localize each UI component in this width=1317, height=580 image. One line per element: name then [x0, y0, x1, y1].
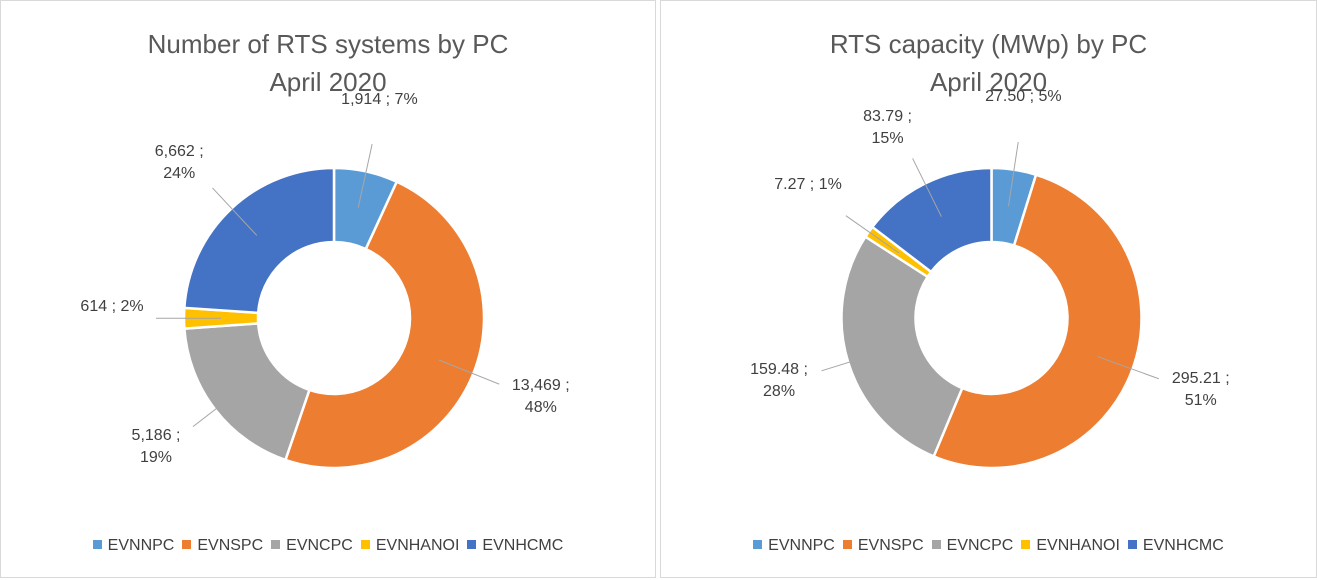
legend-label: EVNHCMC	[482, 537, 564, 554]
leader-line	[192, 386, 245, 427]
data-label: 83.79 ; 15%	[863, 107, 912, 147]
chart-subtitle: April 2020	[269, 67, 387, 97]
chart-title: RTS capacity (MWp) by PC	[829, 29, 1148, 59]
legend: EVNNPC EVNSPC EVNCPC EVNHANOI EVNHCMC	[661, 537, 1316, 555]
legend-item: EVNHANOI	[1021, 537, 1120, 555]
legend-swatch	[753, 540, 763, 549]
data-label: 27.50 ; 5%	[985, 88, 1062, 106]
data-label: 13,469 ; 48%	[511, 376, 570, 416]
legend: EVNNPC EVNSPC EVNCPC EVNHANOI EVNHCMC	[1, 537, 655, 555]
leader-line	[357, 144, 373, 208]
legend-item: EVNCPC	[931, 537, 1014, 555]
legend-swatch	[842, 540, 852, 549]
leader-line	[912, 158, 942, 217]
legend-label: EVNHANOI	[375, 537, 460, 554]
data-label: 614 ; 2%	[80, 298, 144, 316]
legend-item: EVNSPC	[842, 537, 924, 555]
donut-slice	[870, 166, 993, 274]
legend-item: EVNHCMC	[467, 537, 563, 555]
legend-swatch	[931, 540, 941, 549]
legend-item: EVNNPC	[92, 537, 175, 555]
leader-line	[1007, 141, 1019, 207]
leader-line	[821, 351, 884, 372]
leader-line	[438, 359, 500, 385]
legend-swatch	[1127, 540, 1137, 549]
leader-line	[845, 215, 900, 254]
leader-line	[1097, 356, 1159, 380]
donut-slice	[932, 173, 1143, 470]
legend-item: EVNHCMC	[1127, 537, 1224, 555]
legend-item: EVNSPC	[182, 537, 263, 555]
legend-item: EVNCPC	[271, 537, 353, 555]
donut-chart	[821, 141, 1159, 470]
chart-title: Number of RTS systems by PC	[147, 29, 509, 59]
legend-swatch	[271, 540, 281, 549]
legend-swatch	[182, 540, 192, 549]
legend-label: EVNSPC	[857, 537, 924, 554]
legend-swatch	[467, 540, 477, 549]
legend-item: EVNHANOI	[360, 537, 460, 555]
legend-label: EVNHCMC	[1142, 537, 1224, 554]
legend-label: EVNNPC	[107, 537, 175, 554]
legend-item: EVNNPC	[753, 537, 835, 555]
leader-line	[212, 187, 258, 236]
legend-label: EVNCPC	[286, 537, 353, 554]
donut-chart	[155, 144, 500, 470]
data-label: 7.27 ; 1%	[774, 176, 842, 194]
donut-slice	[840, 234, 964, 459]
legend-swatch	[92, 540, 102, 549]
chart-panel: Number of RTS systems by PC April 2020 1,9…	[0, 0, 656, 578]
data-label: 159.48 ; 28%	[750, 360, 808, 400]
donut-slice	[183, 166, 336, 315]
legend-label: EVNCPC	[946, 537, 1014, 554]
legend-label: EVNNPC	[768, 537, 835, 554]
chart-panel: RTS capacity (MWp) by PC April 2020 27.50 …	[660, 0, 1317, 578]
legend-swatch	[360, 540, 370, 549]
legend-swatch	[1021, 540, 1031, 549]
data-label: 6,662 ; 24%	[154, 143, 204, 183]
donut-slice	[283, 180, 486, 470]
legend-label: EVNSPC	[197, 537, 264, 554]
data-label: 1,914 ; 7%	[341, 90, 418, 108]
donut-slice	[183, 322, 311, 462]
chart-subtitle: April 2020	[929, 67, 1048, 97]
data-label: 295.21 ; 51%	[1171, 370, 1230, 410]
data-label: 5,186 ; 19%	[131, 427, 181, 467]
legend-label: EVNHANOI	[1036, 537, 1120, 554]
